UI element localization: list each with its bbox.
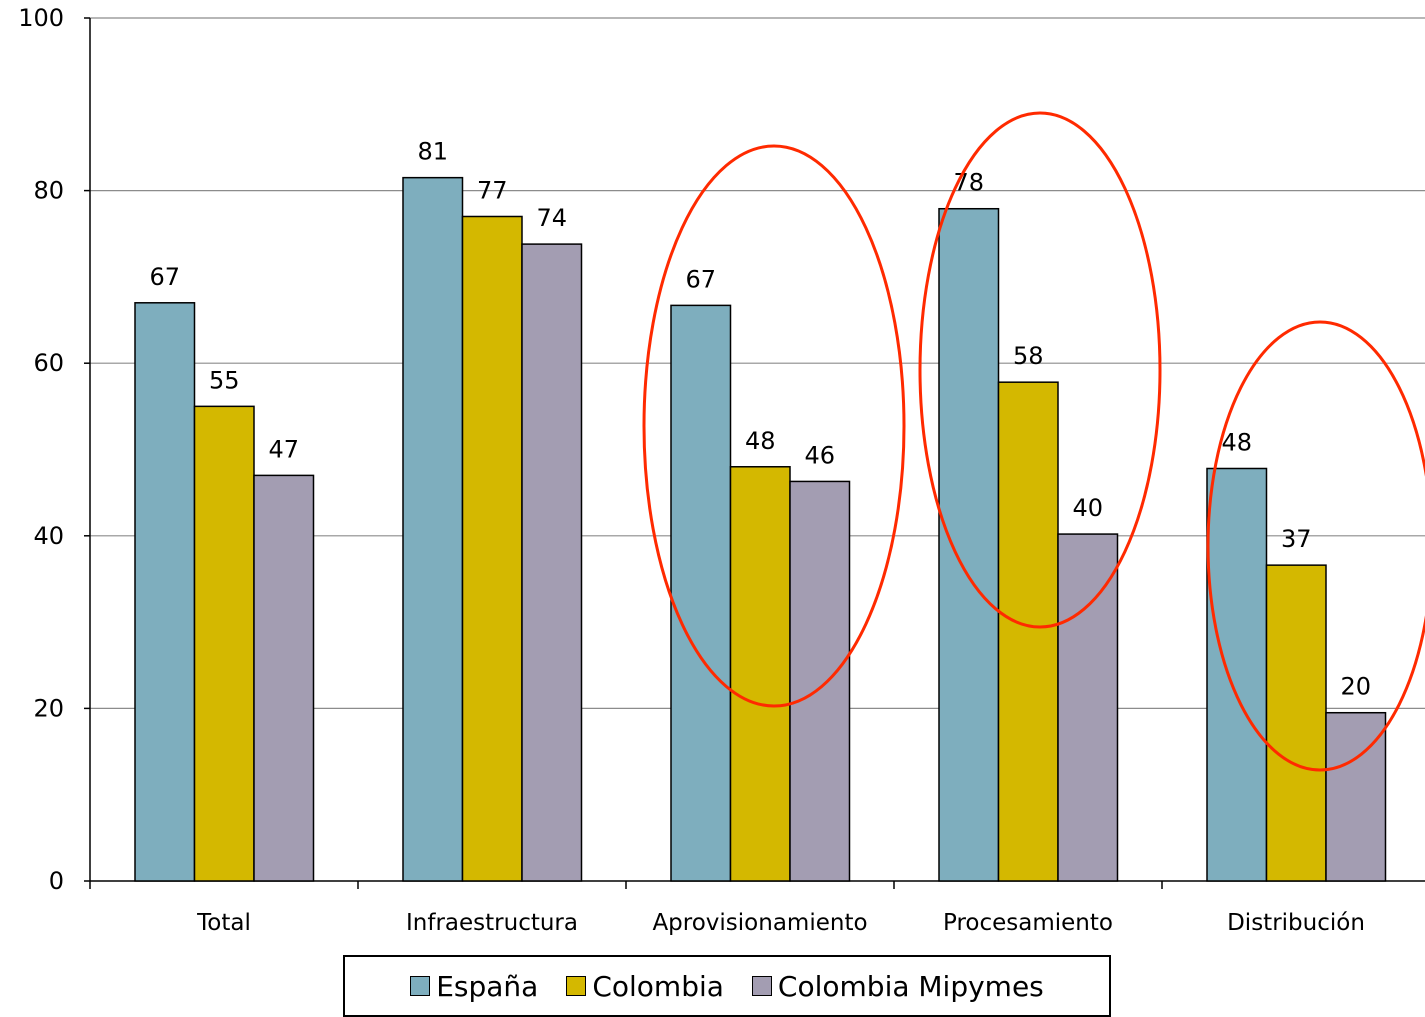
data-label: 55 [209, 366, 240, 394]
legend-item: Colombia [566, 970, 724, 1003]
bar-0-0 [134, 302, 196, 882]
category-label: Distribución [1227, 910, 1365, 936]
data-label: 77 [477, 176, 508, 204]
y-tick-label: 100 [18, 4, 64, 32]
bar-2-1 [521, 243, 583, 882]
y-tick-label: 80 [33, 177, 64, 205]
bar-0-4 [1206, 467, 1268, 882]
bar-1-3 [997, 381, 1059, 882]
legend-label: Colombia [592, 969, 724, 1003]
data-label: 48 [745, 427, 776, 455]
y-tick-label: 40 [33, 522, 64, 550]
data-label: 74 [536, 204, 567, 232]
data-label: 37 [1281, 525, 1312, 553]
category-label: Infraestructura [406, 910, 578, 936]
bar-2-0 [253, 474, 315, 882]
y-tick-label: 0 [49, 867, 64, 895]
data-label: 46 [804, 441, 835, 469]
category-label: Aprovisionamiento [652, 910, 867, 936]
legend: España Colombia Colombia Mipymes [343, 955, 1111, 1017]
category-label: Procesamiento [943, 910, 1113, 936]
highlight-ellipse [642, 144, 906, 708]
bar-1-2 [729, 466, 791, 882]
legend-swatch [751, 976, 772, 996]
bar-2-3 [1057, 533, 1119, 882]
bar-1-1 [461, 215, 523, 882]
bar-0-1 [402, 176, 464, 882]
highlight-ellipse [918, 111, 1162, 629]
data-label: 20 [1340, 673, 1371, 701]
data-label: 67 [685, 265, 716, 293]
bar-chart-svg: 0204060801006781677848557748583747744640… [18, 4, 1425, 936]
data-label: 67 [149, 263, 180, 291]
legend-label: Colombia Mipymes [777, 969, 1044, 1003]
bar-2-2 [789, 480, 851, 882]
category-label: Total [196, 910, 251, 936]
legend-item: Colombia Mipymes [751, 969, 1044, 1003]
legend-swatch [410, 976, 431, 996]
data-label: 47 [268, 435, 299, 463]
data-label: 81 [417, 138, 448, 166]
y-tick-label: 60 [33, 349, 64, 377]
bar-1-4 [1265, 564, 1327, 882]
highlight-ellipse [1206, 320, 1425, 772]
legend-label: España [436, 969, 539, 1003]
y-tick-label: 20 [33, 694, 64, 722]
data-label: 48 [1221, 428, 1252, 456]
data-label: 58 [1013, 342, 1044, 370]
bar-0-3 [938, 207, 1000, 882]
legend-item: España [410, 970, 538, 1003]
legend-swatch [566, 976, 587, 996]
data-label: 40 [1072, 494, 1103, 522]
bar-1-0 [193, 405, 255, 882]
bar-0-2 [670, 304, 732, 882]
